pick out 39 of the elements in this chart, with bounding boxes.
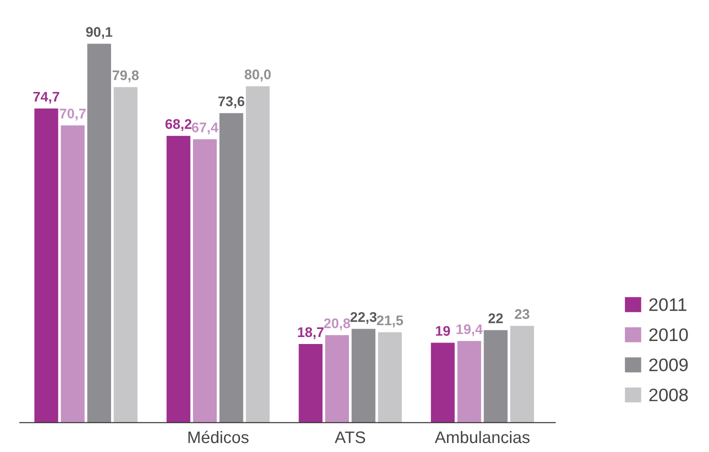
legend-label: 2010: [649, 328, 688, 342]
legend-label: 2008: [649, 388, 688, 402]
bar: [352, 328, 376, 423]
data-label: 18,7: [298, 327, 324, 340]
bar: [510, 326, 534, 423]
bar: [87, 44, 112, 423]
bar: [378, 332, 402, 423]
data-label: 21,5: [376, 315, 404, 328]
data-label: 23: [514, 309, 530, 320]
data-label: 22: [488, 313, 503, 324]
legend-label: 2011: [649, 298, 686, 312]
bar: [60, 125, 85, 423]
legend-label: 2009: [649, 358, 688, 372]
data-label: 19,4: [456, 324, 483, 336]
data-label: 20,8: [324, 318, 350, 330]
x-tick-label: Ambulancias: [434, 430, 530, 444]
bar: [430, 342, 455, 423]
data-label: 67,4: [192, 122, 218, 134]
bar: [219, 113, 244, 423]
data-label: 74,7: [33, 92, 60, 104]
bar: [298, 344, 323, 423]
bar: [457, 341, 482, 423]
bar: [192, 139, 217, 423]
data-label: 79,8: [112, 70, 139, 82]
bar: [484, 330, 508, 423]
bar: [166, 136, 190, 423]
bar: [246, 86, 270, 423]
bar: [325, 335, 349, 423]
data-label: 19: [436, 326, 450, 336]
x-tick-label: Médicos: [188, 430, 249, 444]
data-label: 70,7: [60, 108, 86, 120]
data-label: 90,1: [86, 27, 112, 39]
data-label: 80,0: [244, 70, 271, 82]
bar: [114, 87, 138, 423]
data-label: 22,3: [350, 312, 377, 324]
x-tick-label: ATS: [334, 431, 366, 444]
data-label: 73,6: [218, 96, 244, 108]
data-label: 68,2: [165, 119, 192, 131]
bar: [34, 108, 58, 423]
